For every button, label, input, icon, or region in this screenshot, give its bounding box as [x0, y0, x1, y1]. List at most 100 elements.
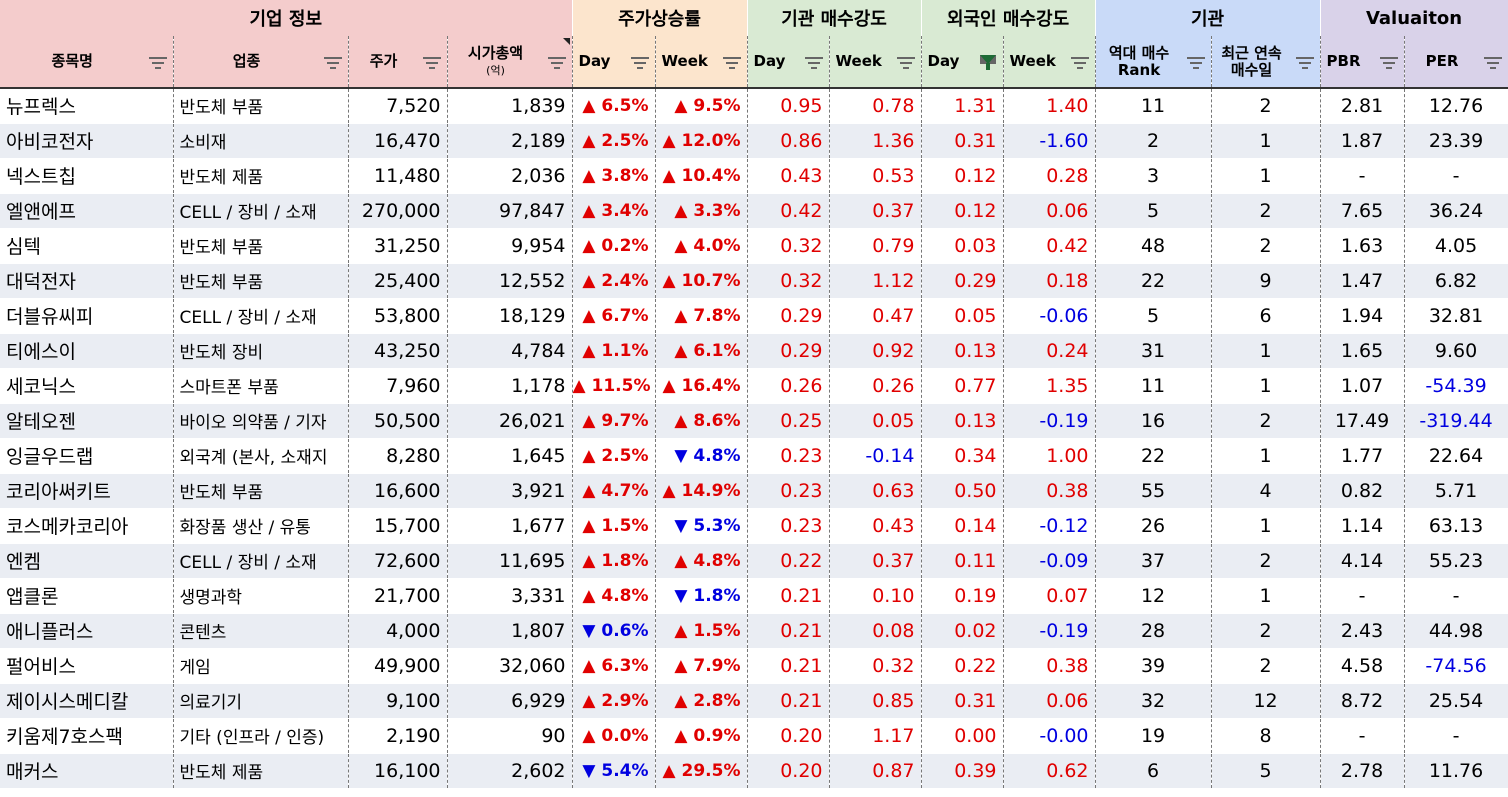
cell-for-week[interactable]: 0.38: [1003, 648, 1096, 684]
cell-for-day[interactable]: 0.05: [921, 298, 1004, 334]
cell-pbr[interactable]: 2.81: [1320, 88, 1405, 124]
cell-for-week[interactable]: 1.40: [1003, 88, 1096, 124]
cell-pbr[interactable]: 17.49: [1320, 403, 1405, 439]
cell-week[interactable]: ▲ 8.6%: [655, 403, 748, 439]
cell-rank[interactable]: 32: [1095, 683, 1212, 719]
cell-week[interactable]: ▲ 10.7%: [655, 263, 748, 299]
filter-icon[interactable]: [896, 53, 915, 71]
cell-week[interactable]: ▼ 1.8%: [655, 578, 748, 614]
filter-icon[interactable]: [804, 53, 823, 71]
cell-name[interactable]: 엔켐: [0, 543, 174, 579]
cell-mcap[interactable]: 9,954: [447, 228, 573, 264]
cell-inst-week[interactable]: 0.53: [829, 158, 922, 194]
cell-streak[interactable]: 9: [1211, 263, 1321, 299]
cell-for-day[interactable]: 0.31: [921, 683, 1004, 719]
cell-day[interactable]: ▲ 3.8%: [572, 158, 656, 194]
cell-per[interactable]: 11.76: [1404, 753, 1508, 789]
table-row[interactable]: 심텍 반도체 부품 31,250 9,954 ▲ 0.2% ▲ 4.0% 0.32 0.79 0…: [0, 228, 1508, 264]
cell-inst-week[interactable]: 1.12: [829, 263, 922, 299]
cell-per[interactable]: -319.44: [1404, 403, 1508, 439]
cell-inst-week[interactable]: 1.17: [829, 718, 922, 754]
cell-industry[interactable]: 스마트폰 부품: [173, 368, 349, 404]
cell-for-day[interactable]: 0.11: [921, 543, 1004, 579]
cell-day[interactable]: ▲ 9.7%: [572, 403, 656, 439]
cell-name[interactable]: 제이시스메디칼: [0, 683, 174, 719]
cell-mcap[interactable]: 12,552: [447, 263, 573, 299]
cell-inst-week[interactable]: 0.79: [829, 228, 922, 264]
col-foreign-day[interactable]: Day: [921, 36, 1004, 89]
cell-rank[interactable]: 37: [1095, 543, 1212, 579]
cell-streak[interactable]: 2: [1211, 403, 1321, 439]
cell-rank[interactable]: 16: [1095, 403, 1212, 439]
cell-streak[interactable]: 12: [1211, 683, 1321, 719]
cell-rank[interactable]: 11: [1095, 368, 1212, 404]
cell-mcap[interactable]: 4,784: [447, 333, 573, 369]
cell-mcap[interactable]: 3,921: [447, 473, 573, 509]
cell-per[interactable]: -: [1404, 718, 1508, 754]
cell-pbr[interactable]: 7.65: [1320, 193, 1405, 229]
cell-rank[interactable]: 39: [1095, 648, 1212, 684]
cell-pbr[interactable]: 2.43: [1320, 613, 1405, 649]
cell-price[interactable]: 72,600: [348, 543, 448, 579]
cell-rank[interactable]: 26: [1095, 508, 1212, 544]
table-row[interactable]: 애니플러스 콘텐츠 4,000 1,807 ▼ 0.6% ▲ 1.5% 0.21 0.08 0.…: [0, 613, 1508, 649]
cell-streak[interactable]: 1: [1211, 438, 1321, 474]
cell-inst-day[interactable]: 0.29: [747, 298, 830, 334]
cell-day[interactable]: ▲ 4.8%: [572, 578, 656, 614]
cell-name[interactable]: 키움제7호스팩: [0, 718, 174, 754]
cell-industry[interactable]: 의료기기: [173, 683, 349, 719]
cell-price[interactable]: 270,000: [348, 193, 448, 229]
cell-industry[interactable]: 게임: [173, 648, 349, 684]
cell-price[interactable]: 16,470: [348, 123, 448, 159]
cell-mcap[interactable]: 26,021: [447, 403, 573, 439]
cell-per[interactable]: 32.81: [1404, 298, 1508, 334]
cell-industry[interactable]: 외국계 (본사, 소재지: [173, 438, 349, 474]
cell-inst-week[interactable]: 0.08: [829, 613, 922, 649]
cell-week[interactable]: ▲ 4.8%: [655, 543, 748, 579]
filter-icon[interactable]: [422, 53, 441, 71]
cell-industry[interactable]: CELL / 장비 / 소재: [173, 543, 349, 579]
col-pbr[interactable]: PBR: [1320, 36, 1405, 89]
cell-for-day[interactable]: 0.13: [921, 403, 1004, 439]
cell-price[interactable]: 15,700: [348, 508, 448, 544]
cell-for-week[interactable]: 0.06: [1003, 683, 1096, 719]
cell-day[interactable]: ▼ 5.4%: [572, 753, 656, 789]
cell-mcap[interactable]: 18,129: [447, 298, 573, 334]
cell-pbr[interactable]: 1.07: [1320, 368, 1405, 404]
cell-week[interactable]: ▲ 10.4%: [655, 158, 748, 194]
filter-icon[interactable]: [547, 53, 566, 71]
filter-icon[interactable]: [722, 53, 741, 71]
cell-for-day[interactable]: 0.12: [921, 158, 1004, 194]
cell-mcap[interactable]: 6,929: [447, 683, 573, 719]
cell-pbr[interactable]: 1.63: [1320, 228, 1405, 264]
cell-day[interactable]: ▲ 2.4%: [572, 263, 656, 299]
table-row[interactable]: 제이시스메디칼 의료기기 9,100 6,929 ▲ 2.9% ▲ 2.8% 0.21 0.8…: [0, 683, 1508, 719]
cell-streak[interactable]: 2: [1211, 88, 1321, 124]
cell-day[interactable]: ▲ 1.5%: [572, 508, 656, 544]
table-row[interactable]: 티에스이 반도체 장비 43,250 4,784 ▲ 1.1% ▲ 6.1% 0.29 0.9…: [0, 333, 1508, 369]
cell-streak[interactable]: 2: [1211, 543, 1321, 579]
cell-day[interactable]: ▲ 0.2%: [572, 228, 656, 264]
cell-industry[interactable]: 반도체 장비: [173, 333, 349, 369]
cell-inst-day[interactable]: 0.20: [747, 718, 830, 754]
cell-day[interactable]: ▲ 1.8%: [572, 543, 656, 579]
cell-for-day[interactable]: 0.03: [921, 228, 1004, 264]
table-row[interactable]: 뉴프렉스 반도체 부품 7,520 1,839 ▲ 6.5% ▲ 9.5% 0.95 0.78…: [0, 88, 1508, 124]
col-inst-week[interactable]: Week: [829, 36, 922, 89]
cell-pbr[interactable]: 0.82: [1320, 473, 1405, 509]
cell-inst-day[interactable]: 0.29: [747, 333, 830, 369]
cell-per[interactable]: -: [1404, 578, 1508, 614]
cell-week[interactable]: ▲ 4.0%: [655, 228, 748, 264]
cell-price[interactable]: 16,100: [348, 753, 448, 789]
cell-industry[interactable]: 생명과학: [173, 578, 349, 614]
col-streak[interactable]: 최근 연속 매수일: [1211, 36, 1321, 89]
cell-pbr[interactable]: 1.14: [1320, 508, 1405, 544]
cell-name[interactable]: 펄어비스: [0, 648, 174, 684]
table-row[interactable]: 코리아써키트 반도체 부품 16,600 3,921 ▲ 4.7% ▲ 14.9% 0.23…: [0, 473, 1508, 509]
cell-inst-week[interactable]: 0.47: [829, 298, 922, 334]
table-row[interactable]: 더블유씨피 CELL / 장비 / 소재 53,800 18,129 ▲ 6.7% ▲ 7…: [0, 298, 1508, 334]
cell-streak[interactable]: 4: [1211, 473, 1321, 509]
cell-inst-day[interactable]: 0.21: [747, 613, 830, 649]
cell-day[interactable]: ▲ 6.5%: [572, 88, 656, 124]
filter-icon[interactable]: [1295, 53, 1314, 71]
